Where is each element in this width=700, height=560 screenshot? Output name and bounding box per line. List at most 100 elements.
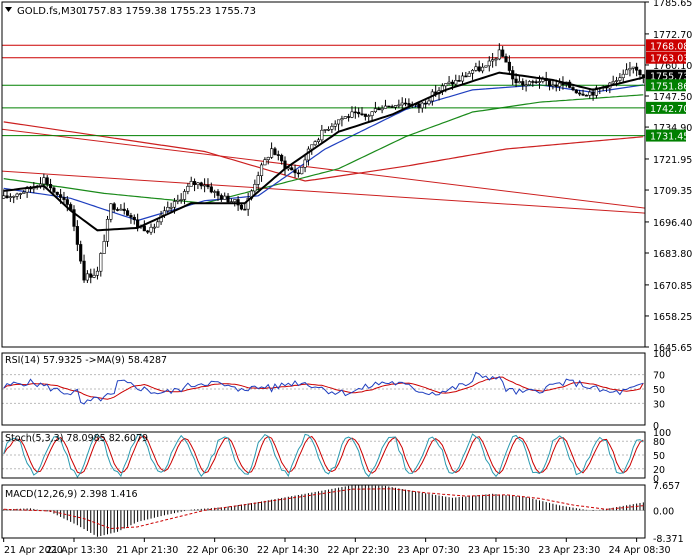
price-tick-label: 1658.25 [653, 312, 692, 323]
candle-body [259, 164, 264, 176]
time-tick-label: 23 Apr 07:30 [398, 545, 460, 556]
candle-body [594, 87, 599, 96]
level-label-box [646, 101, 686, 114]
candle-body [357, 111, 361, 115]
candle-body [186, 186, 190, 192]
candle-body [581, 93, 585, 96]
candle-body [507, 61, 511, 71]
level-label: 1768.08 [650, 41, 689, 52]
candle-body [397, 104, 401, 107]
candle-body [85, 273, 89, 281]
candle-body [79, 244, 83, 262]
candle-body [454, 80, 458, 85]
price-panel: 1785.65 1772.70 1760.10 1747.50 1734.90 1721.… [1, 0, 692, 354]
stoch-tick-label: 80 [653, 437, 665, 448]
candle-body [347, 116, 351, 118]
stoch-title: Stoch(5,3,3) 78.0985 82.6079 [5, 433, 148, 444]
candle-body [313, 141, 317, 146]
candle-body [129, 215, 133, 218]
ma-long-line [3, 121, 644, 182]
candle-body [112, 203, 116, 210]
candle-body [323, 129, 327, 131]
stoch-tick-label: 50 [653, 451, 665, 462]
candle-body [15, 193, 19, 197]
macd-title: MACD(12,26,9) 2.398 1.416 [5, 489, 138, 500]
level-label-box [646, 51, 686, 64]
candle-body [424, 102, 428, 105]
candle-body [618, 77, 622, 81]
candle-body [199, 182, 203, 187]
candle-body [420, 102, 424, 109]
candle-body [417, 103, 421, 109]
candle-body [571, 87, 575, 91]
candle-body [400, 102, 404, 106]
stoch-tick-label: 100 [653, 428, 671, 439]
chevron-down-icon[interactable] [5, 7, 12, 12]
candle-body [132, 216, 136, 221]
price-tick-label: 1721.95 [653, 155, 692, 166]
candle-body [223, 195, 227, 200]
ma-mid-line [3, 84, 644, 222]
level-label: 1751.86 [650, 81, 689, 92]
candle-body [611, 81, 615, 84]
candle-body [464, 75, 468, 78]
candle-body [534, 81, 538, 83]
time-tick-label: 22 Apr 14:30 [257, 545, 319, 556]
candle-body [196, 182, 200, 185]
candle-body [383, 105, 388, 109]
candle-body [578, 92, 582, 95]
candle-body [554, 84, 558, 87]
time-tick-label: 21 Apr 21:30 [116, 545, 178, 556]
time-tick-label: 21 Apr 13:30 [46, 545, 108, 556]
candle-body [253, 184, 257, 192]
candle-body [326, 129, 331, 131]
chart-ohlc-values: 1757.83 1759.38 1755.23 1755.73 [81, 6, 256, 17]
candle-body [233, 199, 237, 202]
candle-body [390, 106, 394, 108]
candle-body [527, 81, 532, 86]
candle-body [246, 198, 250, 210]
candle-body [336, 119, 341, 125]
level-label: 1763.03 [650, 54, 689, 65]
price-tick-label: 1734.90 [653, 123, 692, 134]
candle-body [340, 118, 344, 121]
candle-body [537, 81, 542, 83]
candle-body [363, 113, 367, 117]
candle-body [484, 65, 488, 68]
candle-body [621, 73, 625, 79]
candle-body [403, 102, 408, 105]
candle-body [470, 70, 475, 74]
candle-body [219, 195, 223, 200]
candle-body [477, 66, 481, 72]
candle-body [22, 191, 26, 194]
candle-body [189, 181, 193, 187]
candle-body [393, 105, 398, 108]
candle-body [263, 159, 267, 166]
price-tick-label: 1785.65 [653, 0, 692, 9]
candle-body [72, 209, 76, 227]
candle-body [588, 91, 592, 96]
rsi-tick-label: 30 [653, 399, 665, 410]
candle-body [330, 126, 334, 130]
candle-body [203, 184, 207, 187]
candle-body [494, 58, 498, 61]
candle-body [182, 191, 187, 200]
candle-body [2, 195, 6, 199]
candle-body [42, 177, 46, 185]
candle-body [497, 49, 501, 60]
candle-body [152, 226, 156, 229]
downtrend-line-secondary [1, 128, 646, 209]
candle-body [239, 204, 244, 210]
rsi-tick-label: 70 [653, 371, 665, 382]
candle-body [370, 111, 374, 116]
price-tick-label: 1645.65 [653, 343, 692, 354]
candle-body [280, 154, 284, 162]
candle-body [243, 208, 247, 211]
panel-frame [1, 431, 646, 479]
candle-body [316, 139, 321, 142]
candle-body [531, 81, 535, 83]
candle-body [166, 207, 170, 212]
candle-body [447, 81, 451, 84]
macd-panel: 7.657 0.00 -8.371 MACD(12,26,9) 2.398 1.416 [2, 481, 684, 545]
